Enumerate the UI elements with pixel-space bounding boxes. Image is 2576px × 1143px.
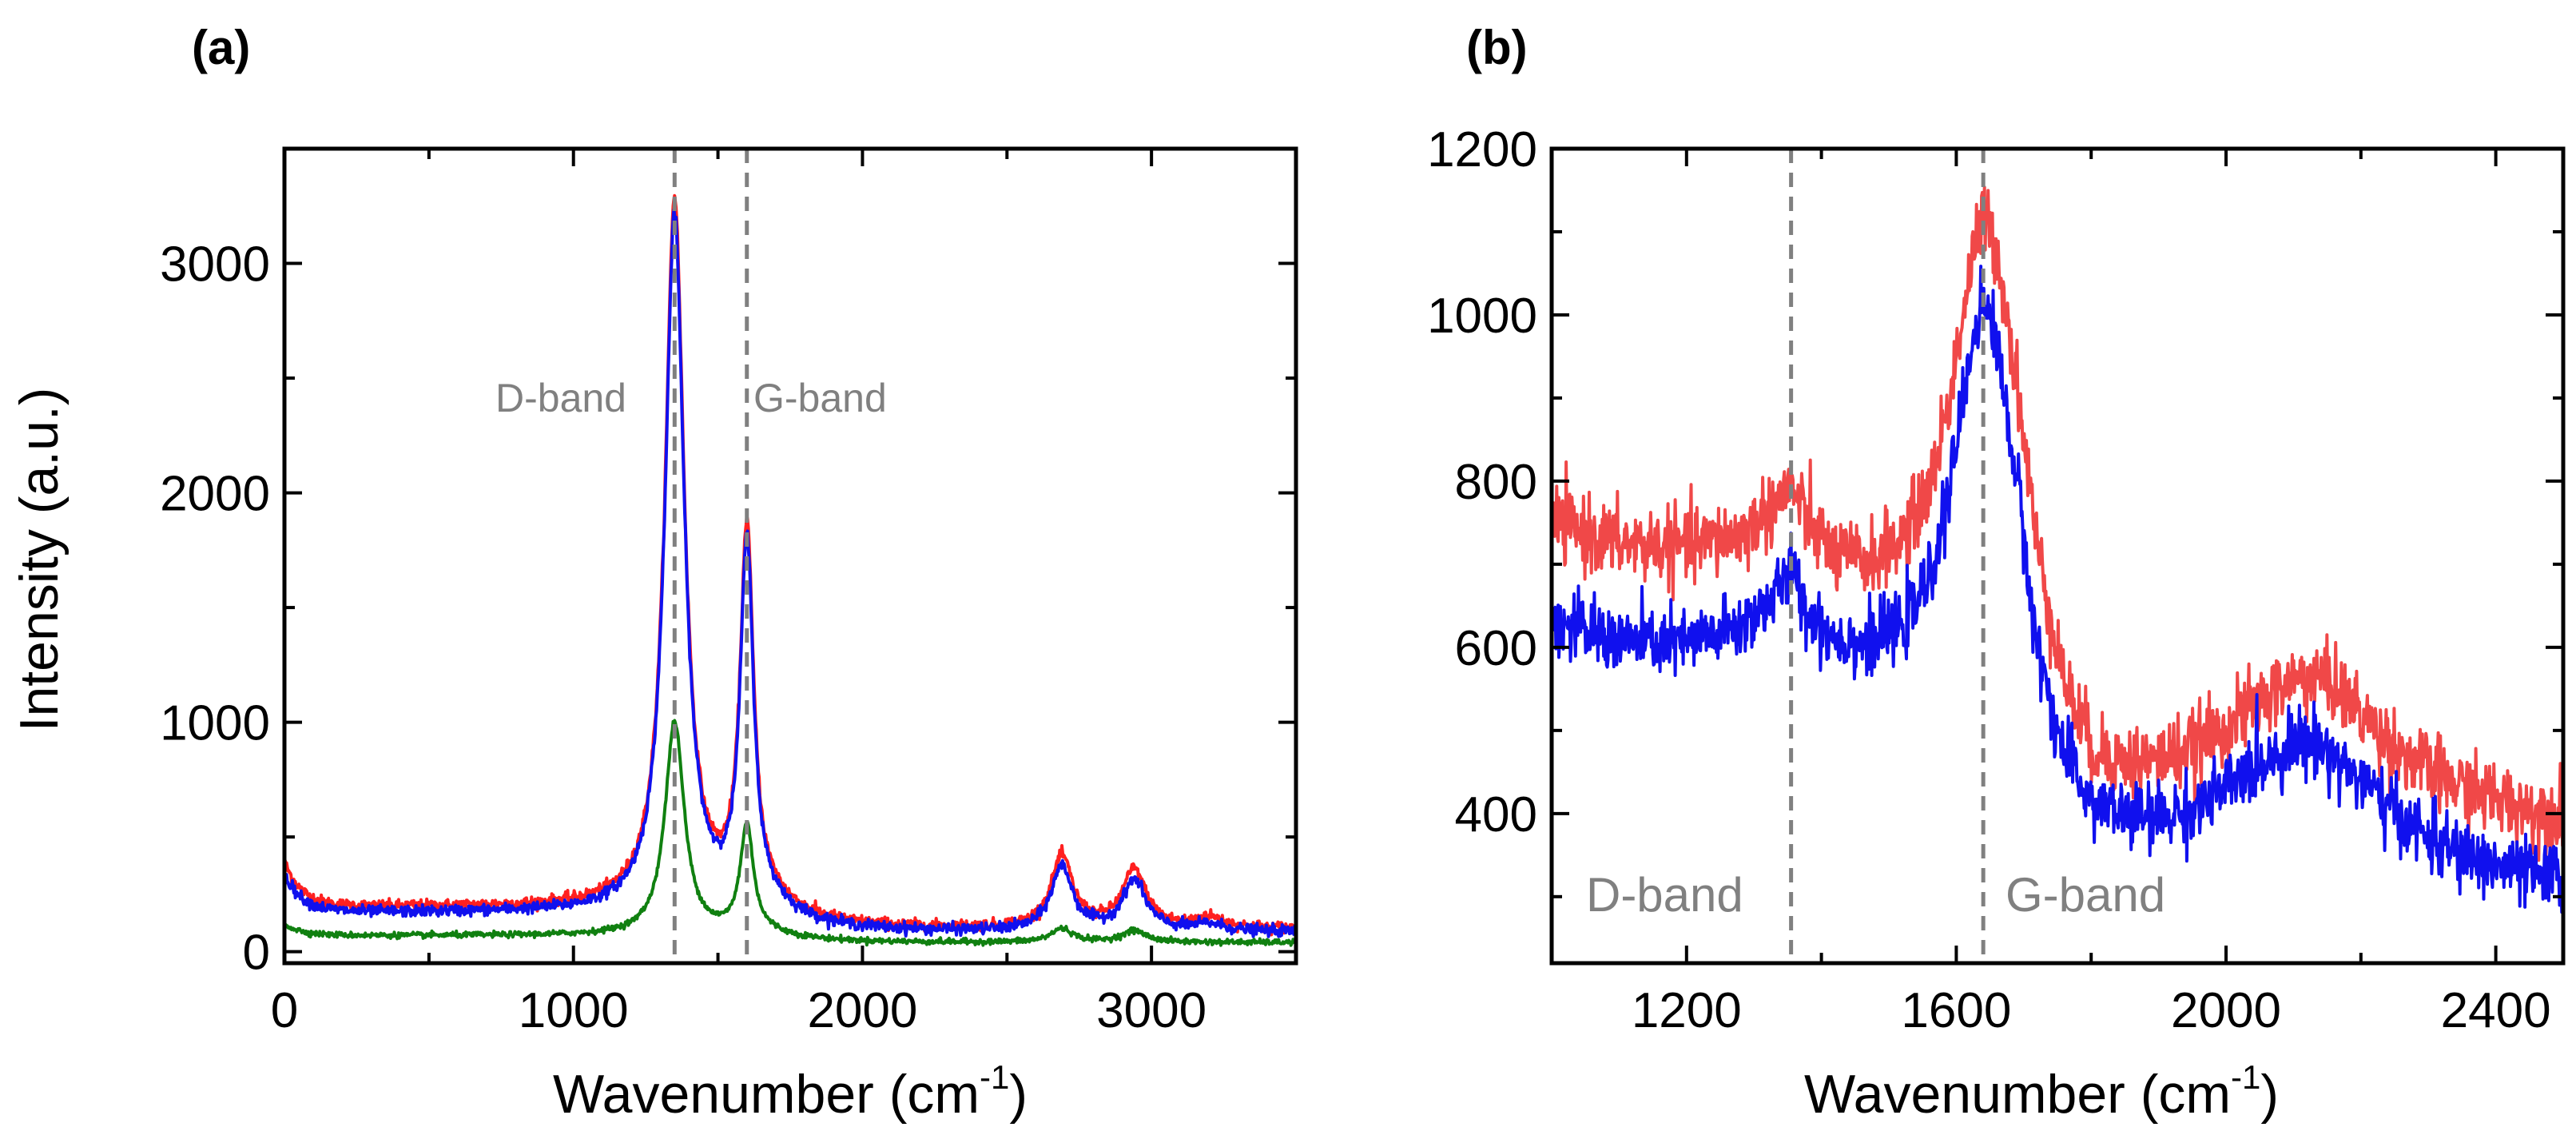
panel-a-series-red: [286, 193, 1294, 937]
panel-a-y-axis-title: Intensity (a.u.): [9, 388, 70, 732]
panel-a-frame: [282, 146, 1298, 966]
panel-b-ticks: 1200 1600 2000 2400 400 600 800 1000 1200: [1427, 122, 2563, 1038]
panel-a-band-lines: [672, 149, 749, 963]
panel-b-band-lines: [1789, 149, 1986, 963]
panel-a-y-tick-label: 3000: [160, 237, 270, 293]
panel-a-x-tick-label: 1000: [519, 983, 629, 1038]
panel-b-x-axis-title-main: Wavenumber (cm: [1804, 1064, 2231, 1125]
panel-a-x-tick-label: 3000: [1096, 983, 1207, 1038]
panel-b-d-band-label: D-band: [1586, 868, 1743, 922]
panel-a-x-tick-label: 0: [271, 983, 298, 1038]
panel-b-x-tick-label: 2400: [2441, 983, 2551, 1038]
panel-a-series-group: [286, 193, 1294, 947]
panel-a-y-tick-label: 2000: [160, 467, 270, 522]
panel-b-x-tick-label: 1600: [1901, 983, 2011, 1038]
panel-a: (a) 0 1000 2000 3000 0 1000 2000 3000 D-band G-…: [9, 21, 1298, 1125]
panel-b-y-tick-label: 400: [1455, 787, 1537, 842]
panel-b-series-red: [1553, 185, 2562, 862]
panel-b-series-blue: [1553, 265, 2562, 914]
panel-b-x-axis-title: Wavenumber (cm-1): [1804, 1058, 2279, 1125]
panel-a-x-axis-title-main: Wavenumber (cm: [553, 1064, 980, 1125]
panel-b-y-tick-label: 1000: [1427, 289, 1537, 344]
panel-b-x-tick-label: 1200: [1632, 983, 1742, 1038]
panel-a-d-band-label: D-band: [495, 376, 626, 420]
panel-b-x-tick-label: 2000: [2171, 983, 2281, 1038]
panel-a-x-axis-title-end: ): [1009, 1064, 1028, 1125]
panel-a-label: (a): [192, 21, 250, 74]
panel-a-series-green: [286, 719, 1294, 947]
panel-a-series-blue: [286, 208, 1294, 938]
panel-b: (b) 1200 1600 2000 2400 400 600 800 1000 1200 D-…: [1427, 21, 2566, 1125]
panel-b-y-tick-label: 1200: [1427, 122, 1537, 177]
panel-b-y-tick-label: 600: [1455, 621, 1537, 676]
panel-a-x-axis-title: Wavenumber (cm-1): [553, 1058, 1028, 1125]
panel-a-x-axis-title-sup: -1: [980, 1058, 1009, 1096]
panel-b-x-axis-title-sup: -1: [2231, 1058, 2260, 1096]
panel-b-y-tick-label: 800: [1455, 455, 1537, 510]
panel-a-g-band-label: G-band: [753, 376, 887, 420]
panel-a-ticks: 0 1000 2000 3000 0 1000 2000 3000: [160, 147, 1298, 1038]
panel-a-y-tick-label: 0: [243, 926, 270, 981]
panel-b-label: (b): [1466, 21, 1528, 74]
panel-b-series-group: [1553, 185, 2562, 914]
panel-b-frame: [1549, 146, 2566, 966]
panel-a-y-tick-label: 1000: [160, 696, 270, 751]
panel-b-x-axis-title-end: ): [2260, 1064, 2279, 1125]
panel-b-g-band-label: G-band: [2006, 868, 2165, 922]
panel-a-x-tick-label: 2000: [807, 983, 917, 1038]
